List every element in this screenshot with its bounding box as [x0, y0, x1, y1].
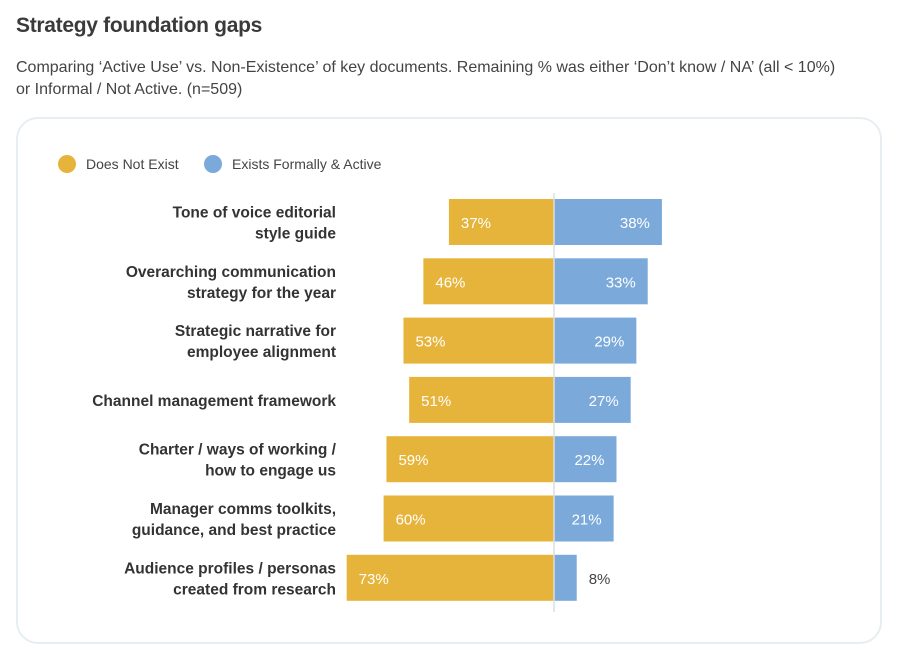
chart-subtitle: Comparing ‘Active Use’ vs. Non-Existence…: [16, 59, 836, 98]
bar-does-not-exist: [448, 199, 554, 245]
bar-exists-active: [554, 376, 631, 423]
data-label-exists-active: 22%: [574, 452, 604, 469]
data-label-does-not-exist: 51%: [421, 393, 451, 410]
category-label: Charter / ways of working /: [139, 442, 337, 459]
chart-title: Strategy foundation gaps: [16, 14, 262, 37]
data-label-does-not-exist: 73%: [359, 571, 389, 588]
legend-item-does-not-exist: Does Not Exist: [58, 155, 179, 173]
bar-exists-active: [554, 199, 662, 245]
legend-label: Does Not Exist: [86, 156, 179, 172]
category-label: Tone of voice editorial: [173, 205, 336, 222]
data-label-exists-active: 33%: [606, 274, 636, 291]
bar-exists-active: [554, 436, 617, 483]
category-label: created from research: [173, 581, 336, 598]
category-label: how to engage us: [205, 463, 336, 480]
category-label: guidance, and best practice: [132, 522, 337, 539]
legend-swatch-icon: [58, 155, 76, 173]
bar-does-not-exist: [346, 554, 554, 601]
chart-card: [16, 117, 882, 644]
bar-does-not-exist: [383, 495, 554, 542]
category-label: Overarching communication: [126, 264, 336, 281]
category-label: Audience profiles / personas: [124, 560, 336, 577]
data-label-does-not-exist: 37%: [461, 215, 491, 232]
category-label: Manager comms toolkits,: [150, 501, 336, 518]
legend-label: Exists Formally & Active: [232, 156, 382, 172]
data-label-does-not-exist: 53%: [415, 334, 445, 351]
data-label-exists-active: 27%: [589, 393, 619, 410]
bar-does-not-exist: [409, 376, 554, 423]
legend-swatch-icon: [204, 155, 222, 173]
category-label: strategy for the year: [187, 285, 336, 302]
data-label-does-not-exist: 59%: [398, 452, 428, 469]
category-label: Strategic narrative for: [175, 323, 336, 340]
bar-does-not-exist: [386, 436, 554, 483]
bar-exists-active: [554, 495, 614, 542]
bar-does-not-exist: [423, 258, 554, 305]
bar-exists-active: [554, 317, 637, 364]
category-label: Channel management framework: [92, 393, 336, 410]
legend-item-exists-active: Exists Formally & Active: [204, 155, 381, 173]
data-label-does-not-exist: 60%: [396, 512, 426, 529]
category-label: style guide: [255, 226, 336, 243]
data-label-does-not-exist: 46%: [435, 274, 465, 291]
data-label-exists-active: 29%: [594, 334, 624, 351]
data-label-exists-active: 8%: [589, 571, 611, 588]
bar-does-not-exist: [403, 317, 554, 364]
category-label: employee alignment: [187, 344, 336, 361]
data-label-exists-active: 38%: [620, 215, 650, 232]
bar-exists-active: [554, 258, 648, 305]
bar-exists-active: [554, 554, 577, 601]
data-label-exists-active: 21%: [572, 512, 602, 529]
